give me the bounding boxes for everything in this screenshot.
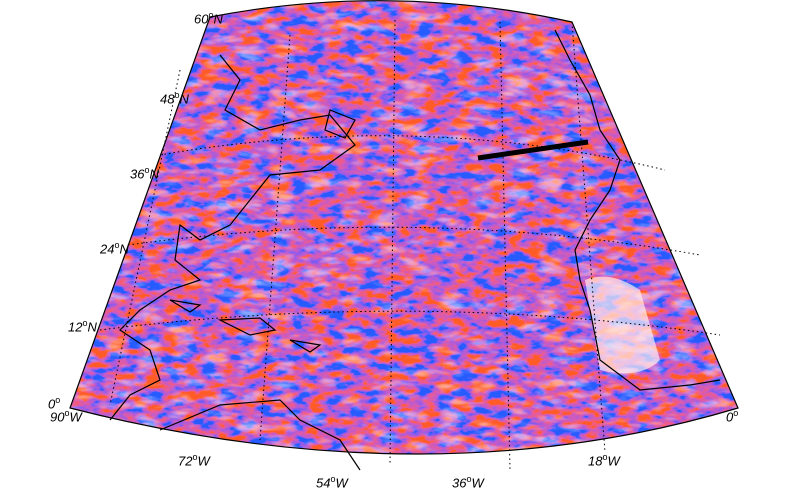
lon-label-72w: 72oW — [178, 452, 210, 468]
lat-label-24n: 24oN — [100, 240, 129, 256]
lon-label-0: 0o — [726, 408, 738, 424]
lat-label-36n: 36oN — [130, 165, 159, 181]
lon-label-18w: 18oW — [588, 452, 620, 468]
lat-label-12n: 12oN — [68, 318, 97, 334]
lon-label-54w: 54oW — [316, 474, 348, 490]
lon-label-36w: 36oW — [452, 474, 484, 490]
lon-label-90w: 90oW — [50, 408, 82, 424]
lat-label-60n: 60oN — [194, 10, 223, 26]
lat-label-48n: 48oN — [160, 90, 189, 106]
